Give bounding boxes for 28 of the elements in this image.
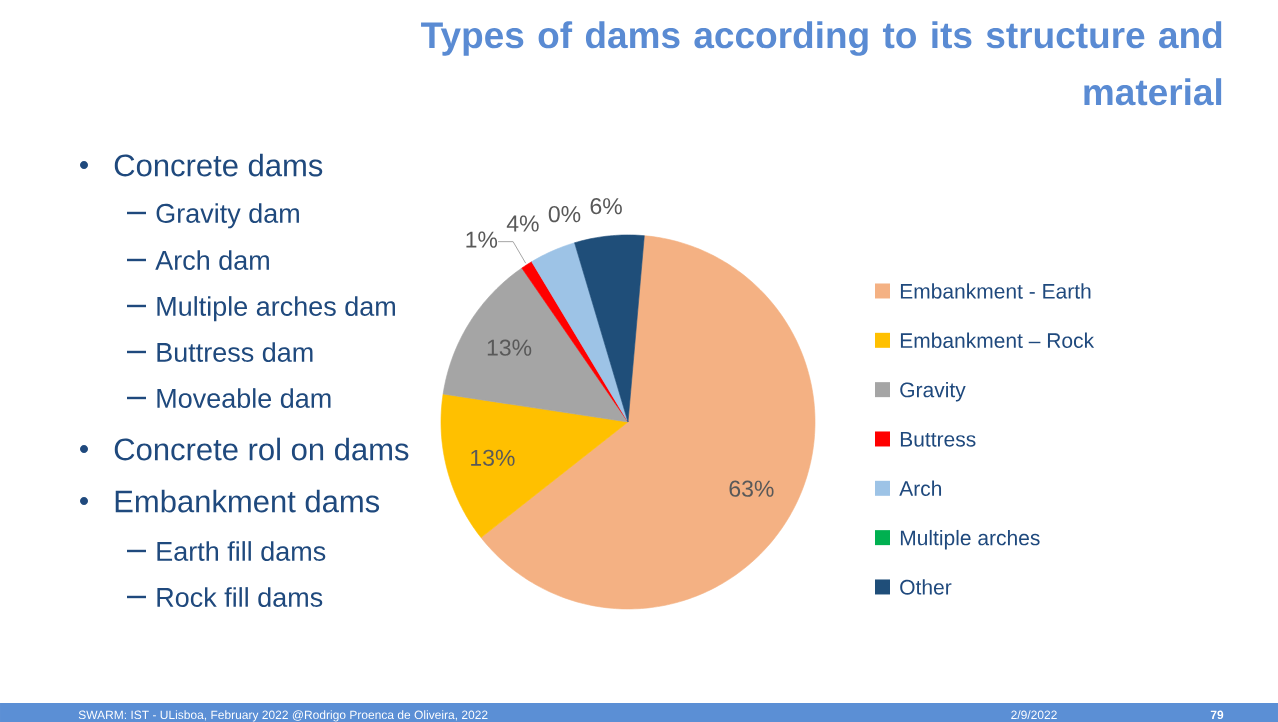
data-label: 6%: [590, 198, 622, 215]
text: Earth fill dams: [157, 541, 326, 561]
text: SWARM: IST - ULisboa, February 2022 @Rodrigo Proenca de Oliveira, 2022: [78, 710, 488, 722]
legend-label: Other: [900, 579, 952, 595]
text: 79: [1210, 710, 1224, 720]
data-label: 13%: [471, 449, 515, 466]
legend-label: Arch: [899, 480, 942, 497]
text: Embankment dams: [115, 489, 380, 513]
data-label: 1%: [466, 231, 498, 248]
text: Concrete dams: [114, 153, 323, 177]
text: 2/9/2022: [1011, 710, 1057, 720]
legend-label: Embankment - Earth: [900, 283, 1091, 299]
text: Gravity dam: [156, 203, 299, 229]
legend-label: Buttress: [900, 432, 976, 447]
chart-title: Types of dams according to its structure and material: [421, 21, 1222, 106]
legend-label: Embankment – Rock: [900, 332, 1095, 349]
text: Concrete rol on dams: [114, 437, 409, 461]
data-label: 13%: [487, 339, 532, 356]
legend-label: Gravity: [900, 381, 966, 402]
text: Arch dam: [155, 250, 269, 270]
data-label: 63%: [729, 480, 774, 497]
text: Multiple arches dam: [157, 296, 395, 322]
text: Rock fill dams: [157, 587, 323, 607]
legend-label: Multiple arches: [900, 529, 1040, 550]
data-label: 4%: [506, 215, 539, 232]
text: Moveable dam: [157, 388, 331, 408]
text: Buttress dam: [157, 342, 313, 362]
text: 0%: [548, 205, 581, 223]
